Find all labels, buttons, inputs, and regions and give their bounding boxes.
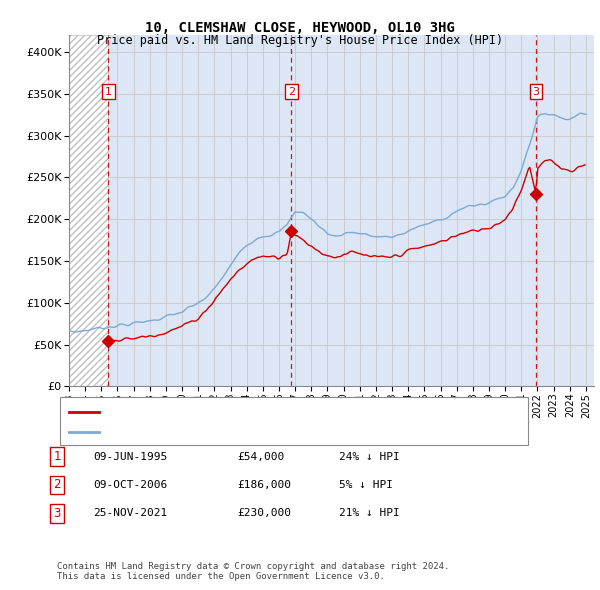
Text: 1: 1 — [53, 450, 61, 463]
Text: 09-OCT-2006: 09-OCT-2006 — [93, 480, 167, 490]
Text: 2: 2 — [53, 478, 61, 491]
Text: £54,000: £54,000 — [237, 452, 284, 461]
Text: 09-JUN-1995: 09-JUN-1995 — [93, 452, 167, 461]
Text: HPI: Average price, detached house, Rochdale: HPI: Average price, detached house, Roch… — [103, 427, 378, 437]
Text: Price paid vs. HM Land Registry's House Price Index (HPI): Price paid vs. HM Land Registry's House … — [97, 34, 503, 47]
Text: 10, CLEMSHAW CLOSE, HEYWOOD, OL10 3HG: 10, CLEMSHAW CLOSE, HEYWOOD, OL10 3HG — [145, 21, 455, 35]
Text: 3: 3 — [532, 87, 539, 97]
Bar — [69, 35, 109, 386]
Text: 24% ↓ HPI: 24% ↓ HPI — [339, 452, 400, 461]
Text: 25-NOV-2021: 25-NOV-2021 — [93, 509, 167, 518]
Text: 5% ↓ HPI: 5% ↓ HPI — [339, 480, 393, 490]
Text: 3: 3 — [53, 507, 61, 520]
Text: 21% ↓ HPI: 21% ↓ HPI — [339, 509, 400, 518]
Text: Contains HM Land Registry data © Crown copyright and database right 2024.
This d: Contains HM Land Registry data © Crown c… — [57, 562, 449, 581]
Text: £230,000: £230,000 — [237, 509, 291, 518]
Text: 1: 1 — [105, 87, 112, 97]
Text: 10, CLEMSHAW CLOSE, HEYWOOD, OL10 3HG (detached house): 10, CLEMSHAW CLOSE, HEYWOOD, OL10 3HG (d… — [103, 407, 440, 417]
Text: £186,000: £186,000 — [237, 480, 291, 490]
Text: 2: 2 — [288, 87, 295, 97]
